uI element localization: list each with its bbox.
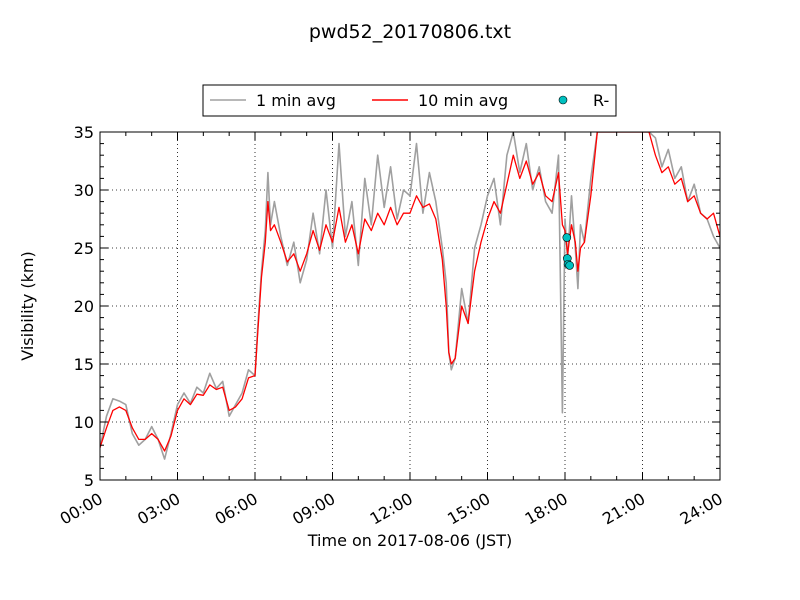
- y-tick-label: 5: [84, 471, 94, 490]
- y-tick-label: 25: [74, 239, 94, 258]
- series-line-10-min-avg: [100, 132, 720, 452]
- grid-lines: [100, 132, 720, 480]
- y-tick-label: 35: [74, 123, 94, 142]
- r-minus-point: [562, 233, 572, 242]
- y-axis-label: Visibility (km): [18, 251, 37, 360]
- y-tick-label: 15: [74, 355, 94, 374]
- series-line-1-min-avg: [100, 132, 720, 460]
- legend-label: 1 min avg: [256, 91, 336, 110]
- x-axis-label: Time on 2017-08-06 (JST): [307, 531, 512, 550]
- legend-label: R-: [593, 91, 609, 110]
- r-minus-point: [565, 261, 574, 270]
- y-tick-label: 20: [74, 297, 94, 316]
- plot-area: [100, 132, 720, 460]
- legend-label: 10 min avg: [418, 91, 508, 110]
- chart-title: pwd52_20170806.txt: [309, 21, 511, 43]
- legend-box: [202, 84, 617, 117]
- y-tick-label: 10: [74, 413, 94, 432]
- y-tick-label: 30: [74, 181, 94, 200]
- legend-marker: [558, 95, 568, 105]
- legend: 1 min avg 10 min avg R-: [202, 84, 617, 117]
